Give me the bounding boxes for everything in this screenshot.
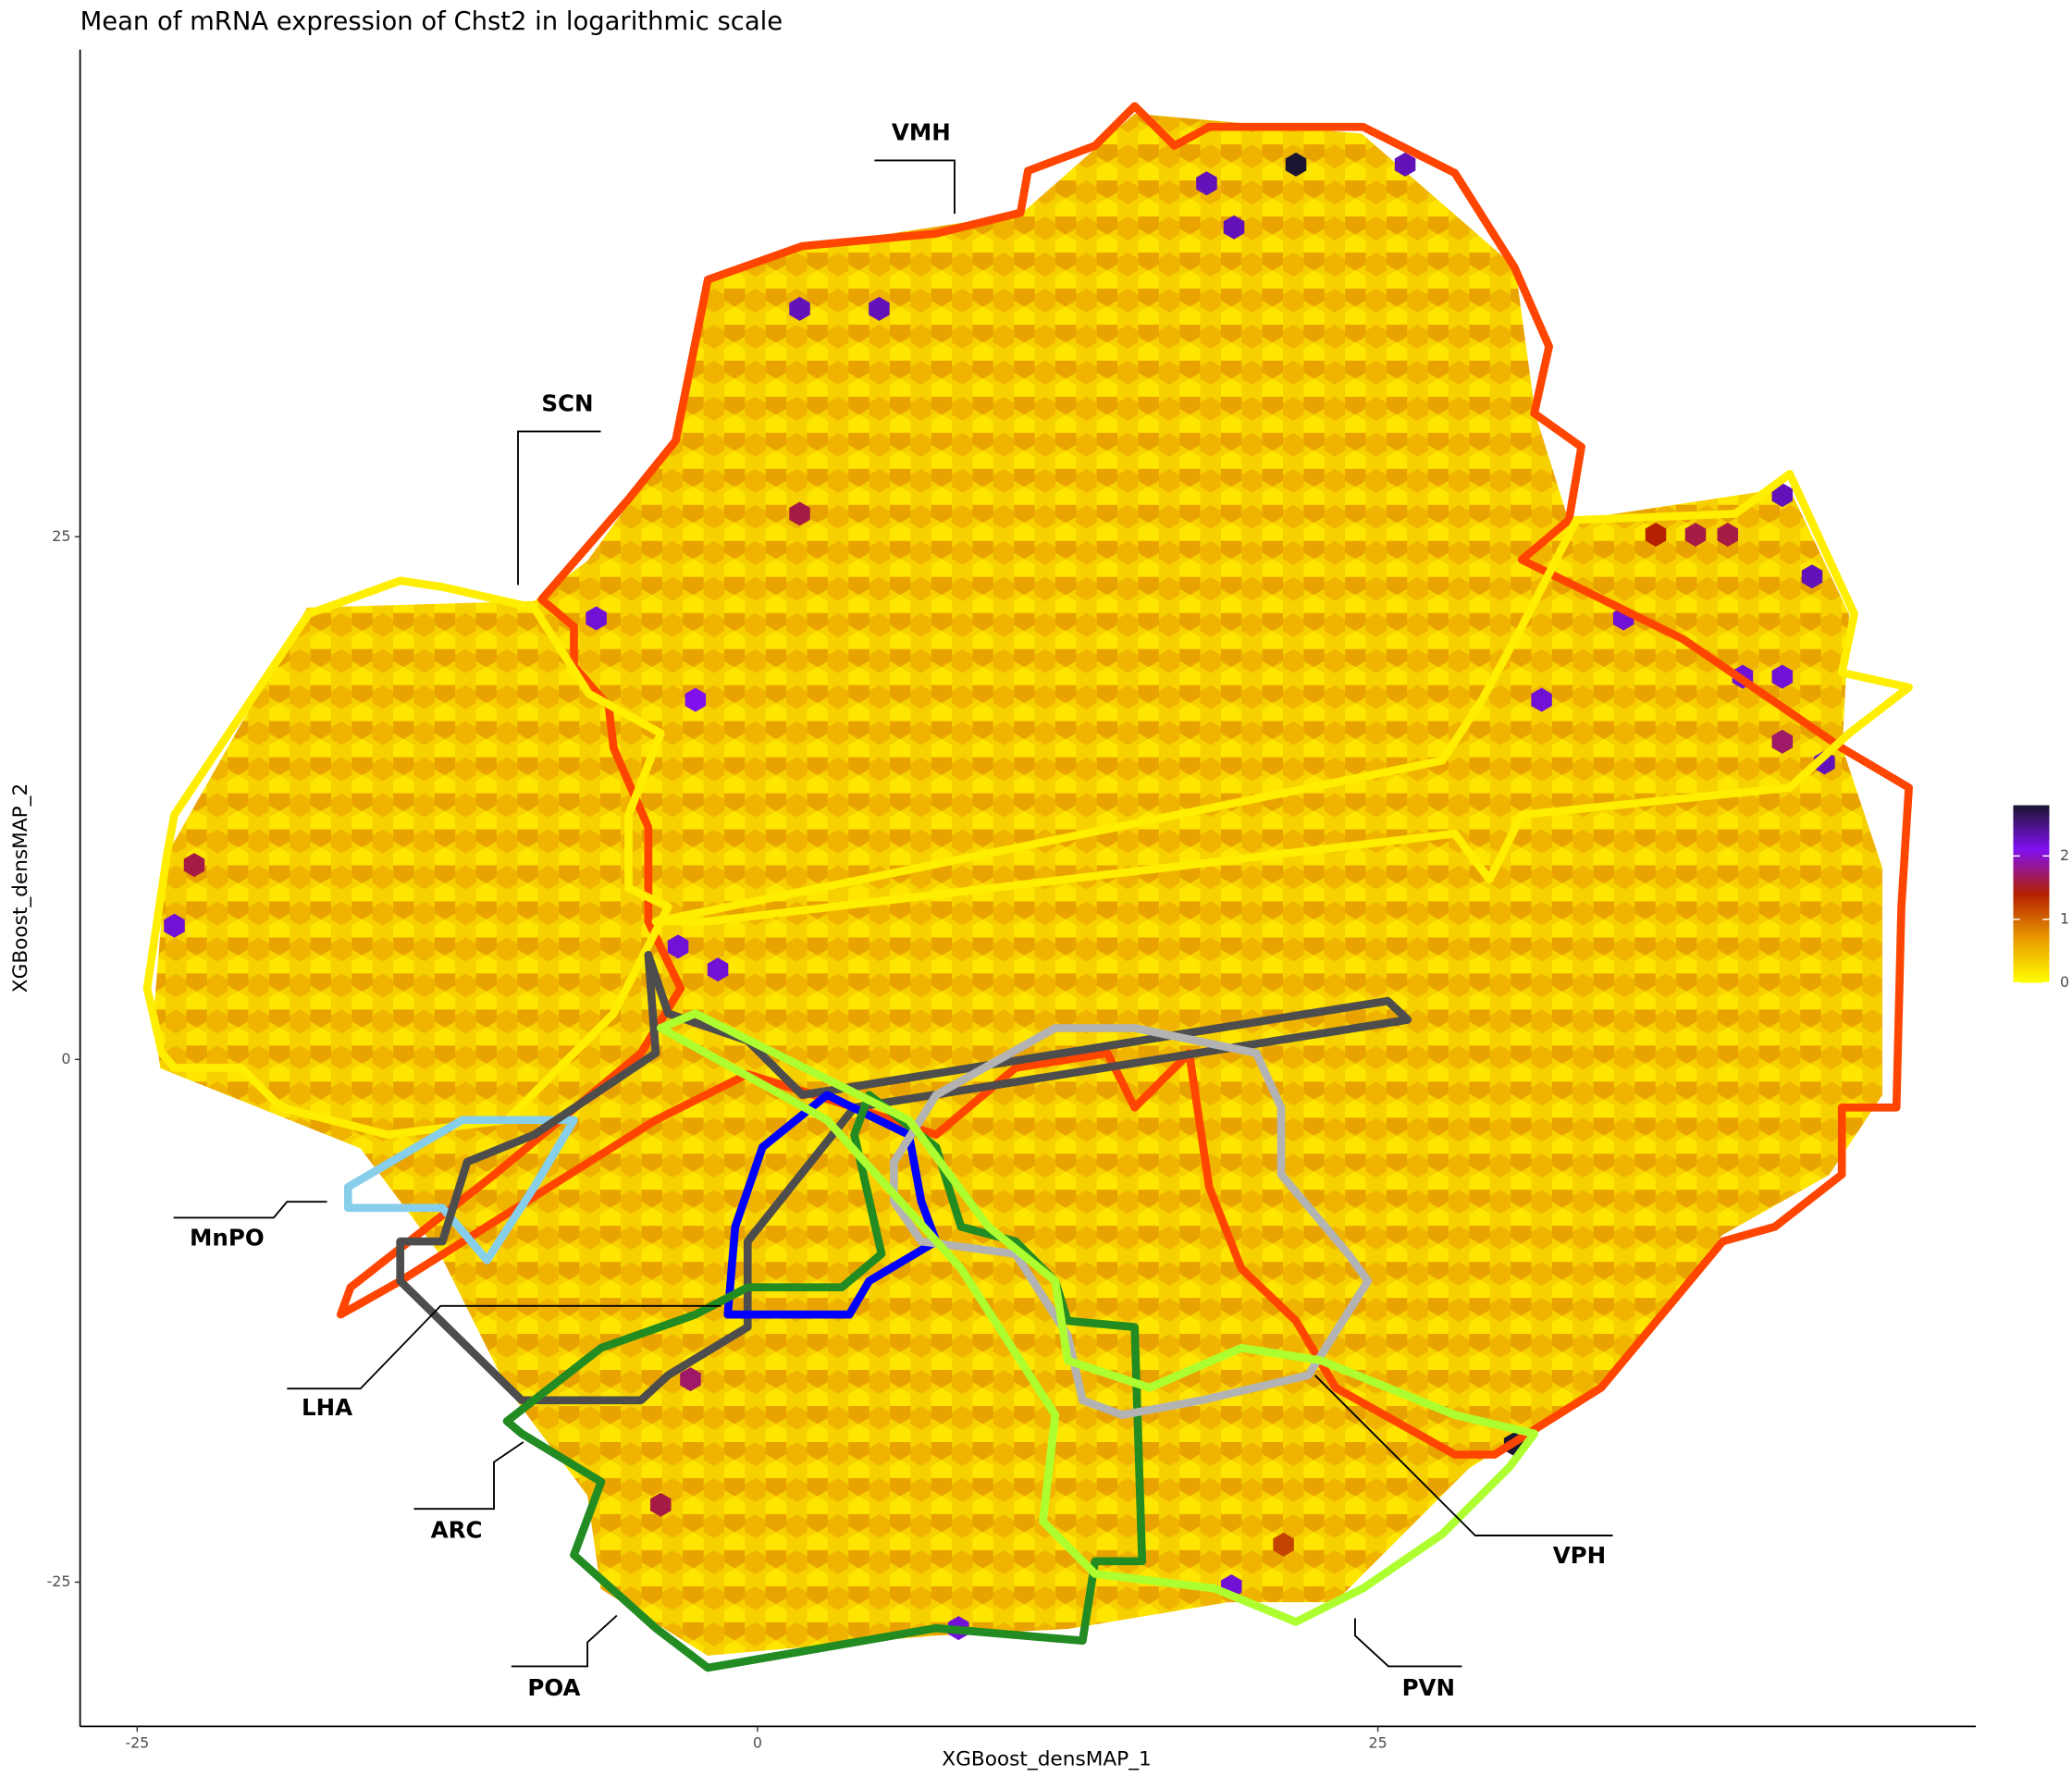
leader-line <box>413 1441 524 1511</box>
leader-line <box>173 1201 327 1219</box>
hex-bin <box>1684 522 1707 547</box>
hex-bin <box>1285 152 1307 177</box>
colorbar-gradient <box>2013 805 2050 983</box>
region-label: POA <box>527 1674 580 1701</box>
y-axis-title: XGBoost_densMAP_2 <box>9 783 32 993</box>
hex-bin <box>1717 522 1739 547</box>
hex-bin <box>1771 483 1794 508</box>
leader-line <box>517 430 601 586</box>
x-tick-label: -25 <box>125 1734 149 1752</box>
region-contour <box>890 1024 1373 1419</box>
leader-line <box>287 1304 722 1390</box>
leader-line <box>1354 1618 1462 1668</box>
axes: -25 0 25 -25 0 25 <box>47 49 1977 1752</box>
hex-bin <box>586 606 607 631</box>
hex-bin <box>869 296 890 321</box>
hex-bin <box>789 501 810 526</box>
region-label: VMH <box>892 119 951 146</box>
region-contour <box>142 470 1913 1140</box>
hex-bin <box>164 913 185 938</box>
region-label: ARC <box>431 1517 483 1544</box>
colorbar: 0 1 2 <box>2013 805 2069 991</box>
y-tick-label: 0 <box>61 1050 70 1067</box>
hex-bin <box>1771 664 1794 689</box>
region-contour <box>396 950 1412 1405</box>
region-label: LHA <box>302 1394 352 1421</box>
leader-line <box>511 1614 618 1668</box>
region-contour <box>723 1091 941 1319</box>
hex-bin <box>684 687 707 712</box>
region-label: PVN <box>1402 1674 1455 1701</box>
y-tick-label: -25 <box>47 1572 71 1590</box>
hex-bin <box>1801 564 1823 589</box>
colorbar-tick-label: 2 <box>2060 846 2069 864</box>
hex-bin <box>1771 729 1794 754</box>
region-label: MnPO <box>190 1225 265 1252</box>
leader-line <box>1314 1375 1613 1536</box>
region-contour <box>343 1116 578 1264</box>
x-tick-label: 0 <box>753 1734 762 1752</box>
annotation-layer: VMH SCN MnPO LHA ARC POA VPH PVN <box>173 119 1613 1701</box>
hex-bin <box>1273 1532 1294 1557</box>
region-contour <box>656 1009 1538 1626</box>
chart-title: Mean of mRNA expression of Chst2 in loga… <box>80 7 783 36</box>
leader-line <box>874 159 956 215</box>
region-layer <box>142 102 1913 1672</box>
hex-bin <box>183 853 205 878</box>
hex-bin <box>680 1367 701 1392</box>
region-label: VPH <box>1553 1542 1606 1569</box>
hex-bin <box>1394 152 1416 177</box>
hex-bin <box>1645 522 1667 547</box>
hex-bin <box>667 934 689 959</box>
hex-bin <box>1531 687 1552 712</box>
hex-bin <box>1223 215 1245 240</box>
region-label: SCN <box>541 390 593 417</box>
hex-bin <box>789 296 810 321</box>
hex-bin <box>1196 171 1217 196</box>
x-axis-title: XGBoost_densMAP_1 <box>942 1747 1152 1770</box>
hex-bin <box>650 1492 672 1517</box>
colorbar-tick-label: 1 <box>2060 909 2069 927</box>
y-tick-label: 25 <box>52 527 70 545</box>
hex-bin <box>707 957 729 982</box>
x-tick-label: 25 <box>1368 1734 1387 1752</box>
colorbar-tick-label: 0 <box>2060 973 2069 991</box>
